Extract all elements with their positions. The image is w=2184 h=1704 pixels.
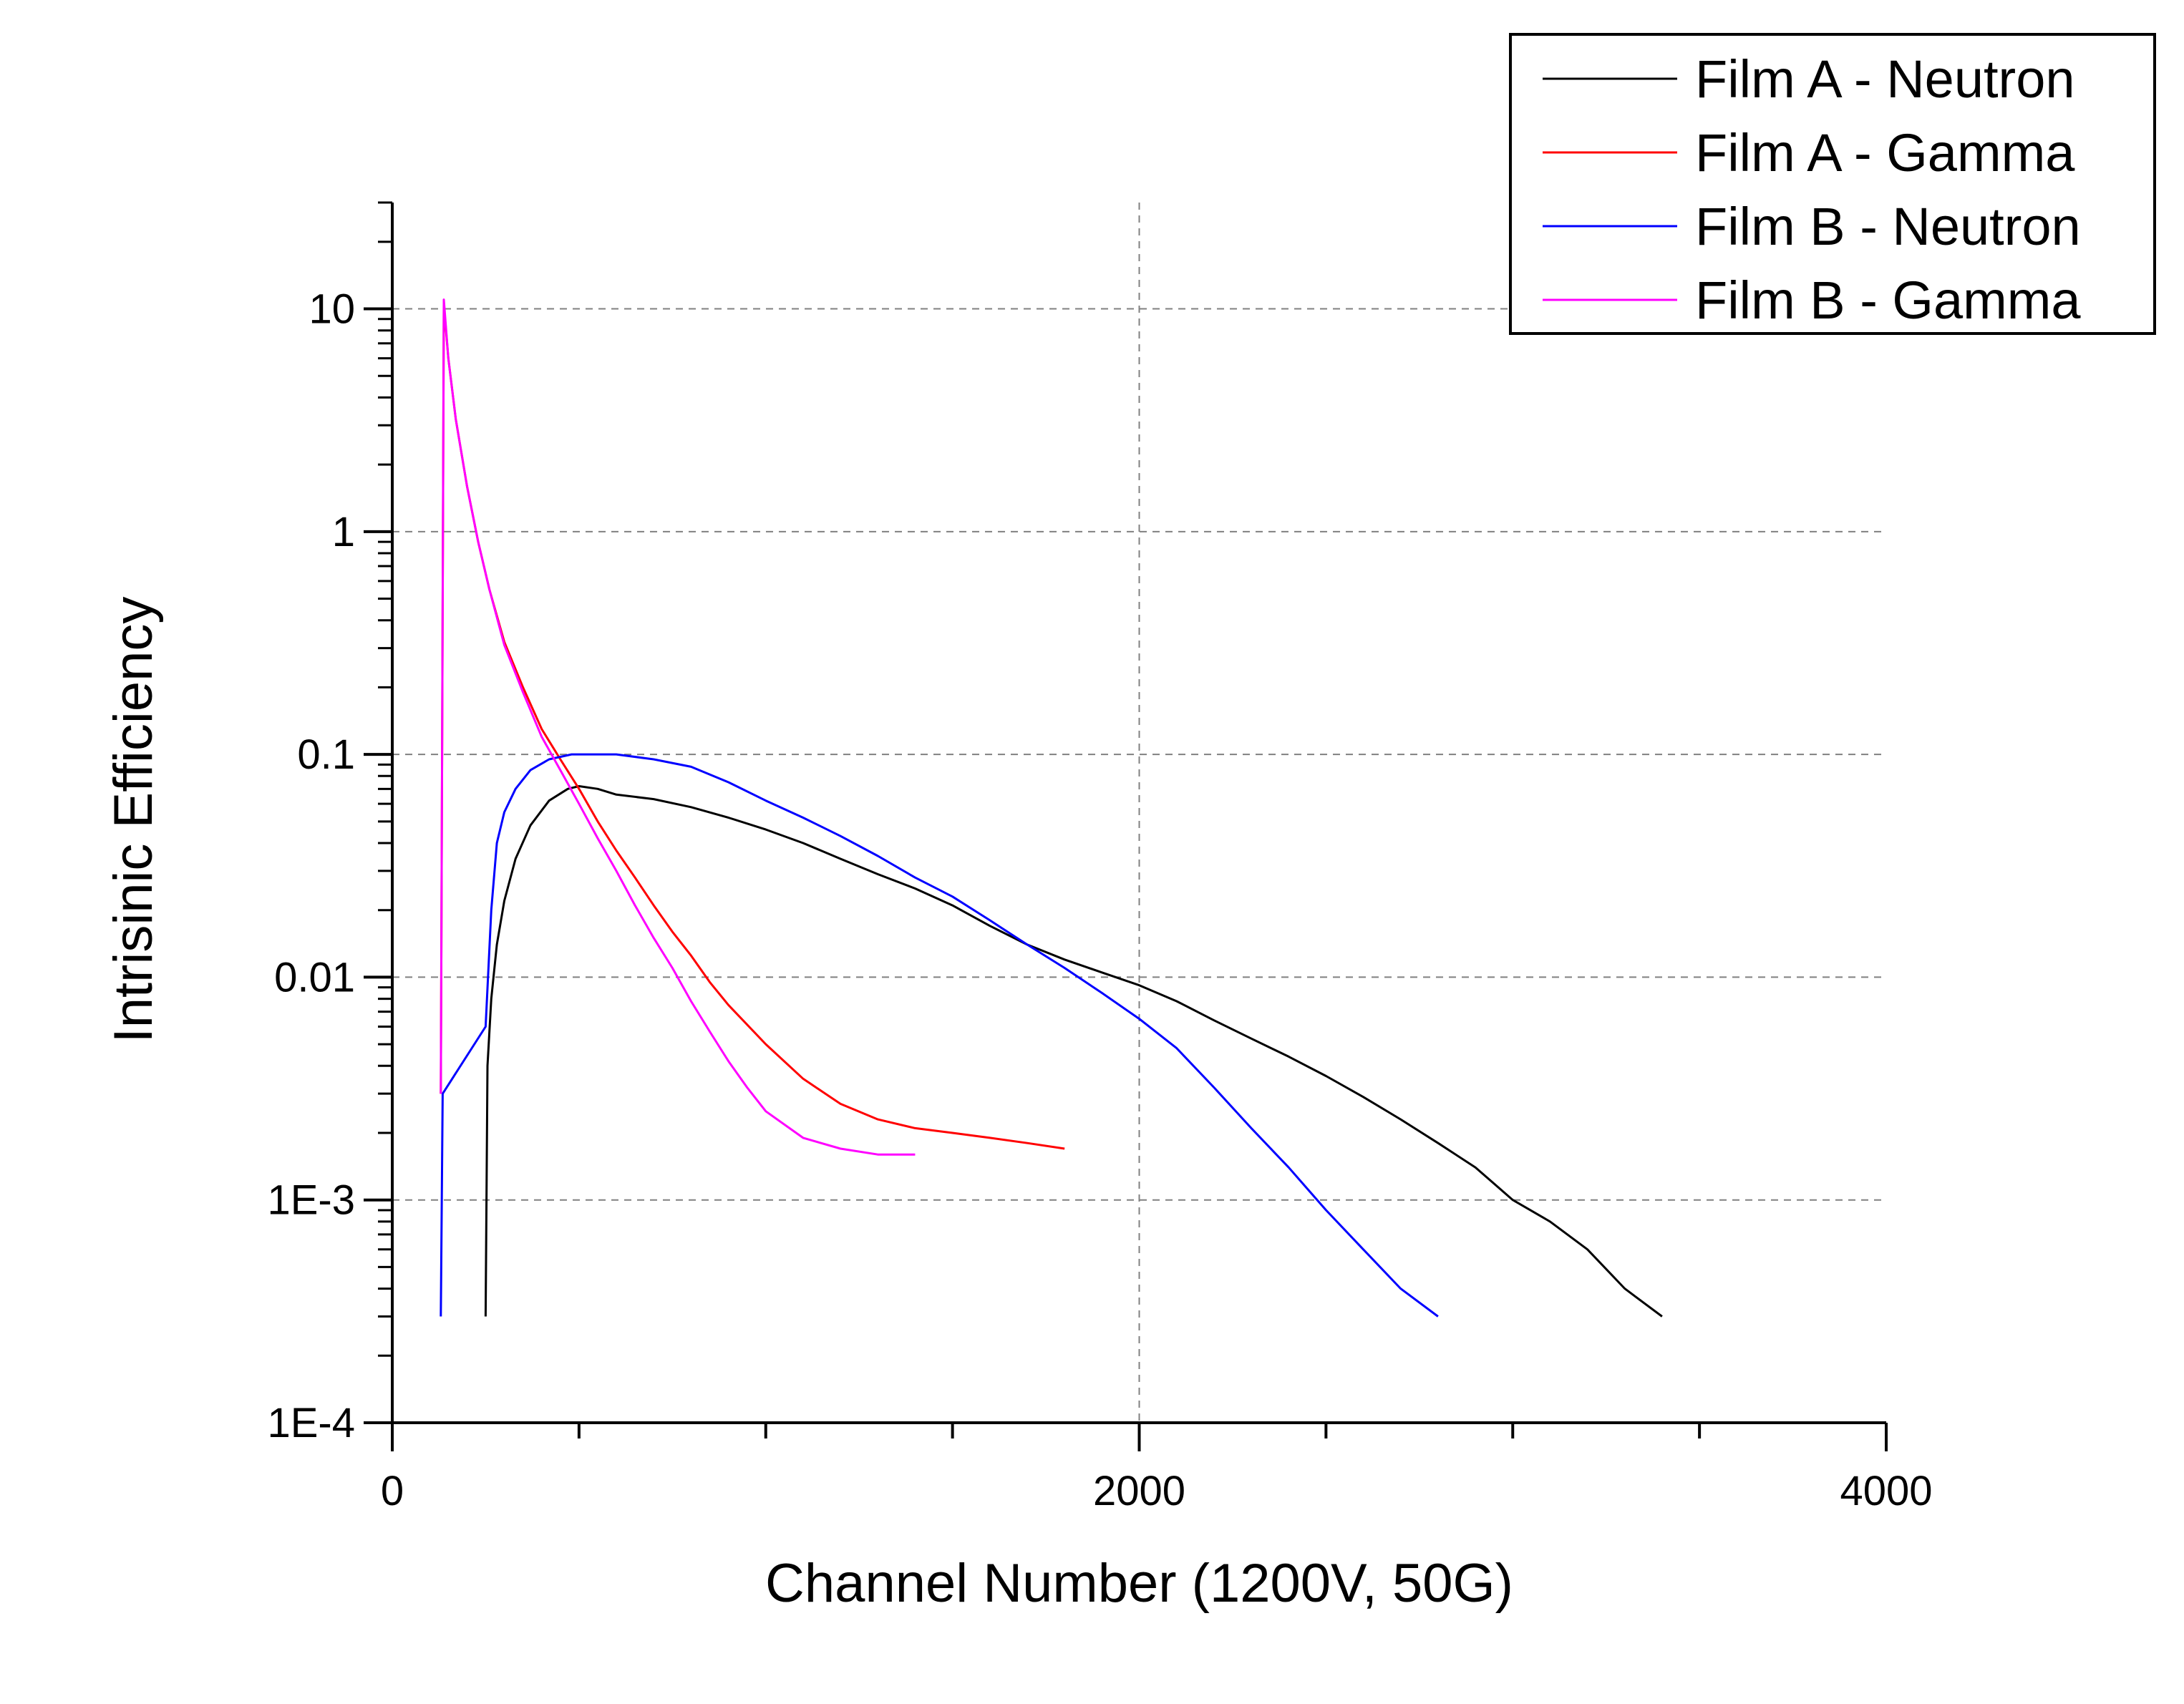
y-tick-label: 10 bbox=[309, 286, 355, 333]
series-line-3 bbox=[440, 753, 1439, 1318]
legend-label: Film B - Neutron bbox=[1695, 197, 2081, 256]
legend-label: Film A - Neutron bbox=[1695, 49, 2075, 109]
y-tick-label: 1E-4 bbox=[267, 1400, 355, 1446]
series-line-4 bbox=[440, 298, 916, 1156]
series-layer bbox=[440, 298, 1663, 1318]
legend: Film A - Neutron Film A - Gamma Film B - N… bbox=[1509, 33, 2156, 335]
y-tick-label: 1E-3 bbox=[267, 1177, 355, 1224]
y-axis-label: Intrisinic Efficiency bbox=[103, 597, 164, 1043]
x-tick-label: 0 bbox=[381, 1468, 404, 1514]
legend-label: Film B - Gamma bbox=[1695, 271, 2081, 330]
legend-box bbox=[1509, 33, 2156, 335]
x-ticks: 0 2000 4000 bbox=[381, 1423, 1933, 1514]
x-tick-label: 4000 bbox=[1840, 1468, 1932, 1514]
y-tick-label: 0.01 bbox=[274, 954, 355, 1001]
series-line-1 bbox=[484, 785, 1663, 1318]
x-tick-label: 2000 bbox=[1093, 1468, 1185, 1514]
legend-label: Film A - Gamma bbox=[1695, 123, 2075, 182]
y-tick-label: 0.1 bbox=[297, 731, 355, 778]
x-axis-label: Channel Number (1200V, 50G) bbox=[765, 1553, 1513, 1614]
y-tick-label: 1 bbox=[332, 509, 355, 555]
grid bbox=[392, 203, 1886, 1423]
y-ticks: 1E-4 1E-3 0.01 0.1 1 10 bbox=[267, 201, 392, 1446]
